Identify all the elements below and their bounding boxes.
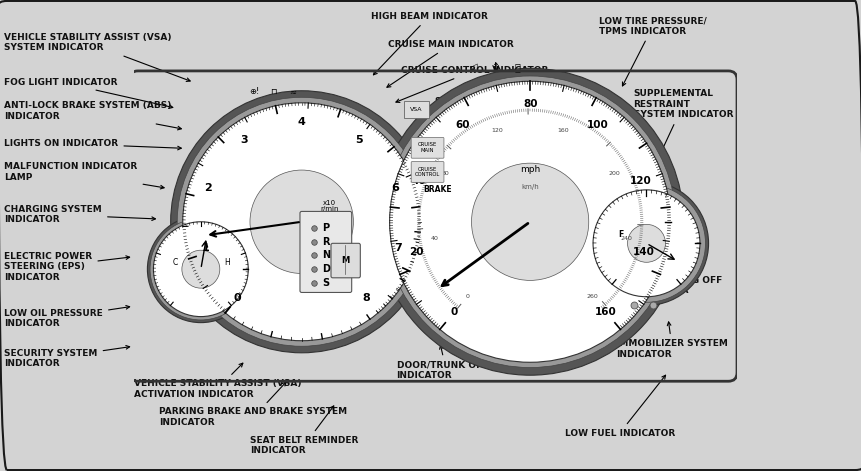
Text: CRUISE CONTROL INDICATOR: CRUISE CONTROL INDICATOR [395,66,548,102]
Text: VEHICLE STABILITY ASSIST (VSA)
ACTIVATION INDICATOR: VEHICLE STABILITY ASSIST (VSA) ACTIVATIO… [133,363,300,398]
Circle shape [584,181,708,305]
Text: VEHICLE STABILITY ASSIST (VSA)
SYSTEM INDICATOR: VEHICLE STABILITY ASSIST (VSA) SYSTEM IN… [4,33,190,81]
Circle shape [147,216,254,323]
Text: 60: 60 [455,120,469,130]
Text: SECURITY SYSTEM
INDICATOR: SECURITY SYSTEM INDICATOR [4,346,129,368]
Circle shape [389,81,670,362]
Circle shape [384,76,675,367]
Circle shape [183,103,420,341]
Text: 80: 80 [442,171,449,176]
Text: 200: 200 [608,171,620,176]
FancyBboxPatch shape [411,138,443,158]
Text: 1: 1 [201,243,208,252]
Text: SYSTEM MESSAGE INDICATOR: SYSTEM MESSAGE INDICATOR [435,97,585,119]
Text: r/min: r/min [319,205,338,211]
Text: MALFUNCTION INDICATOR
LAMP: MALFUNCTION INDICATOR LAMP [4,162,164,189]
Text: 5: 5 [355,135,362,145]
Circle shape [182,250,220,288]
Text: ⓘ: ⓘ [514,62,519,72]
Text: 160: 160 [594,307,616,317]
Text: LOW TIRE PRESSURE/
TPMS INDICATOR: LOW TIRE PRESSURE/ TPMS INDICATOR [598,16,706,86]
Circle shape [170,91,432,353]
Text: H: H [224,258,230,267]
Text: N: N [322,251,330,260]
Text: R: R [322,236,330,247]
Text: 160: 160 [557,128,568,133]
Text: x10: x10 [322,200,336,205]
Text: ELECTRIC POWER
STEERING (EPS)
INDICATOR: ELECTRIC POWER STEERING (EPS) INDICATOR [4,252,129,282]
Text: IMMOBILIZER SYSTEM
INDICATOR: IMMOBILIZER SYSTEM INDICATOR [616,322,728,358]
Text: 260: 260 [586,294,598,299]
Text: 6: 6 [391,183,400,193]
Text: BRAKE: BRAKE [423,185,452,194]
Text: 0: 0 [465,294,469,299]
Text: 80: 80 [523,99,536,109]
Text: DOOR/TRUNK OPEN
INDICATOR: DOOR/TRUNK OPEN INDICATOR [396,345,495,380]
Text: M: M [341,256,350,265]
Text: SIDE AIRBAG OFF
INDICATOR: SIDE AIRBAG OFF INDICATOR [633,256,721,295]
Text: SUPPLEMENTAL
RESTRAINT
SYSTEM INDICATOR: SUPPLEMENTAL RESTRAINT SYSTEM INDICATOR [633,89,732,171]
Text: 7: 7 [394,243,402,252]
Text: 3: 3 [240,135,248,145]
Text: PARKING BRAKE AND BRAKE SYSTEM
INDICATOR: PARKING BRAKE AND BRAKE SYSTEM INDICATOR [159,382,347,427]
Circle shape [587,184,704,302]
Text: ⊕!: ⊕! [249,87,259,96]
Text: 120: 120 [629,176,651,187]
Text: 240: 240 [619,236,631,241]
Text: 8: 8 [362,293,369,303]
Circle shape [627,224,665,262]
Text: S: S [322,278,329,288]
Text: ≈: ≈ [288,87,295,96]
Circle shape [150,219,251,320]
Text: D: D [322,264,330,274]
Text: 40: 40 [412,176,426,187]
Circle shape [153,222,248,317]
Text: ⊓: ⊓ [269,87,276,96]
FancyBboxPatch shape [331,244,360,278]
Text: 2: 2 [204,183,211,193]
Text: 4: 4 [297,117,306,127]
Text: P: P [322,223,329,233]
Text: CRUISE
MAIN: CRUISE MAIN [418,142,437,153]
FancyBboxPatch shape [411,162,443,182]
Text: CRUISE MAIN INDICATOR: CRUISE MAIN INDICATOR [387,40,513,87]
Text: ↑: ↑ [491,62,499,72]
Text: FOG LIGHT INDICATOR: FOG LIGHT INDICATOR [4,78,172,108]
Text: HIGH BEAM INDICATOR: HIGH BEAM INDICATOR [370,12,487,75]
Text: CRUISE
CONTROL: CRUISE CONTROL [414,167,440,178]
Circle shape [177,97,425,346]
Text: F: F [617,230,623,239]
Text: LIGHTS ON INDICATOR: LIGHTS ON INDICATOR [4,139,181,150]
Text: VSA: VSA [410,107,422,112]
Text: 20: 20 [408,247,423,257]
Circle shape [250,170,353,274]
Text: SEAT BELT REMINDER
INDICATOR: SEAT BELT REMINDER INDICATOR [250,406,358,455]
Text: 120: 120 [491,128,502,133]
Circle shape [592,190,699,297]
Text: mph: mph [519,165,540,174]
Text: 100: 100 [586,120,608,130]
Text: ◁: ◁ [470,62,477,72]
Text: 0: 0 [233,293,241,303]
FancyBboxPatch shape [300,211,351,292]
Text: 140: 140 [633,247,654,257]
Text: km/h: km/h [521,184,538,190]
Text: CHARGING SYSTEM
INDICATOR: CHARGING SYSTEM INDICATOR [4,205,155,224]
Text: 40: 40 [430,236,437,241]
Text: LOW OIL PRESSURE
INDICATOR: LOW OIL PRESSURE INDICATOR [4,306,129,328]
Circle shape [471,163,588,280]
Text: LOW FUEL INDICATOR: LOW FUEL INDICATOR [564,375,674,438]
Text: ANTI-LOCK BRAKE SYSTEM (ABS)
INDICATOR: ANTI-LOCK BRAKE SYSTEM (ABS) INDICATOR [4,101,181,130]
Text: C: C [172,258,177,267]
Text: 0: 0 [450,307,457,317]
Circle shape [376,68,683,375]
